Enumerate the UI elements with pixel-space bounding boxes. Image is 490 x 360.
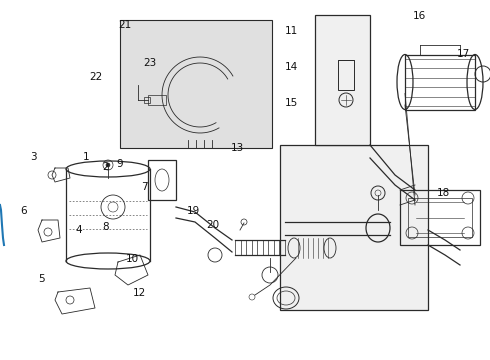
Text: 21: 21 — [118, 20, 132, 30]
Bar — [144, 97, 150, 103]
Text: 8: 8 — [102, 222, 109, 232]
Text: 7: 7 — [141, 182, 148, 192]
Text: 11: 11 — [285, 26, 298, 36]
Text: 9: 9 — [117, 159, 123, 169]
Bar — [148, 95, 166, 105]
Text: 6: 6 — [20, 206, 27, 216]
Bar — [405, 55, 475, 110]
Text: 5: 5 — [38, 274, 45, 284]
Bar — [400, 190, 480, 245]
Text: 22: 22 — [89, 72, 102, 82]
Text: 12: 12 — [133, 288, 147, 298]
Text: 1: 1 — [82, 152, 89, 162]
Text: 14: 14 — [285, 62, 298, 72]
Text: 15: 15 — [285, 98, 298, 108]
Bar — [338, 60, 354, 90]
Text: 18: 18 — [437, 188, 450, 198]
Text: 3: 3 — [30, 152, 37, 162]
Text: 20: 20 — [207, 220, 220, 230]
Bar — [315, 15, 370, 145]
Bar — [148, 160, 176, 200]
Text: 13: 13 — [231, 143, 245, 153]
Text: 4: 4 — [75, 225, 82, 235]
Text: 23: 23 — [143, 58, 156, 68]
Bar — [120, 20, 272, 148]
Text: 16: 16 — [412, 11, 426, 21]
Text: 17: 17 — [456, 49, 470, 59]
Bar — [408, 198, 472, 237]
Text: 2: 2 — [102, 162, 109, 172]
Bar — [280, 145, 428, 310]
Text: 10: 10 — [126, 254, 139, 264]
Text: 19: 19 — [187, 206, 200, 216]
Circle shape — [106, 163, 110, 167]
